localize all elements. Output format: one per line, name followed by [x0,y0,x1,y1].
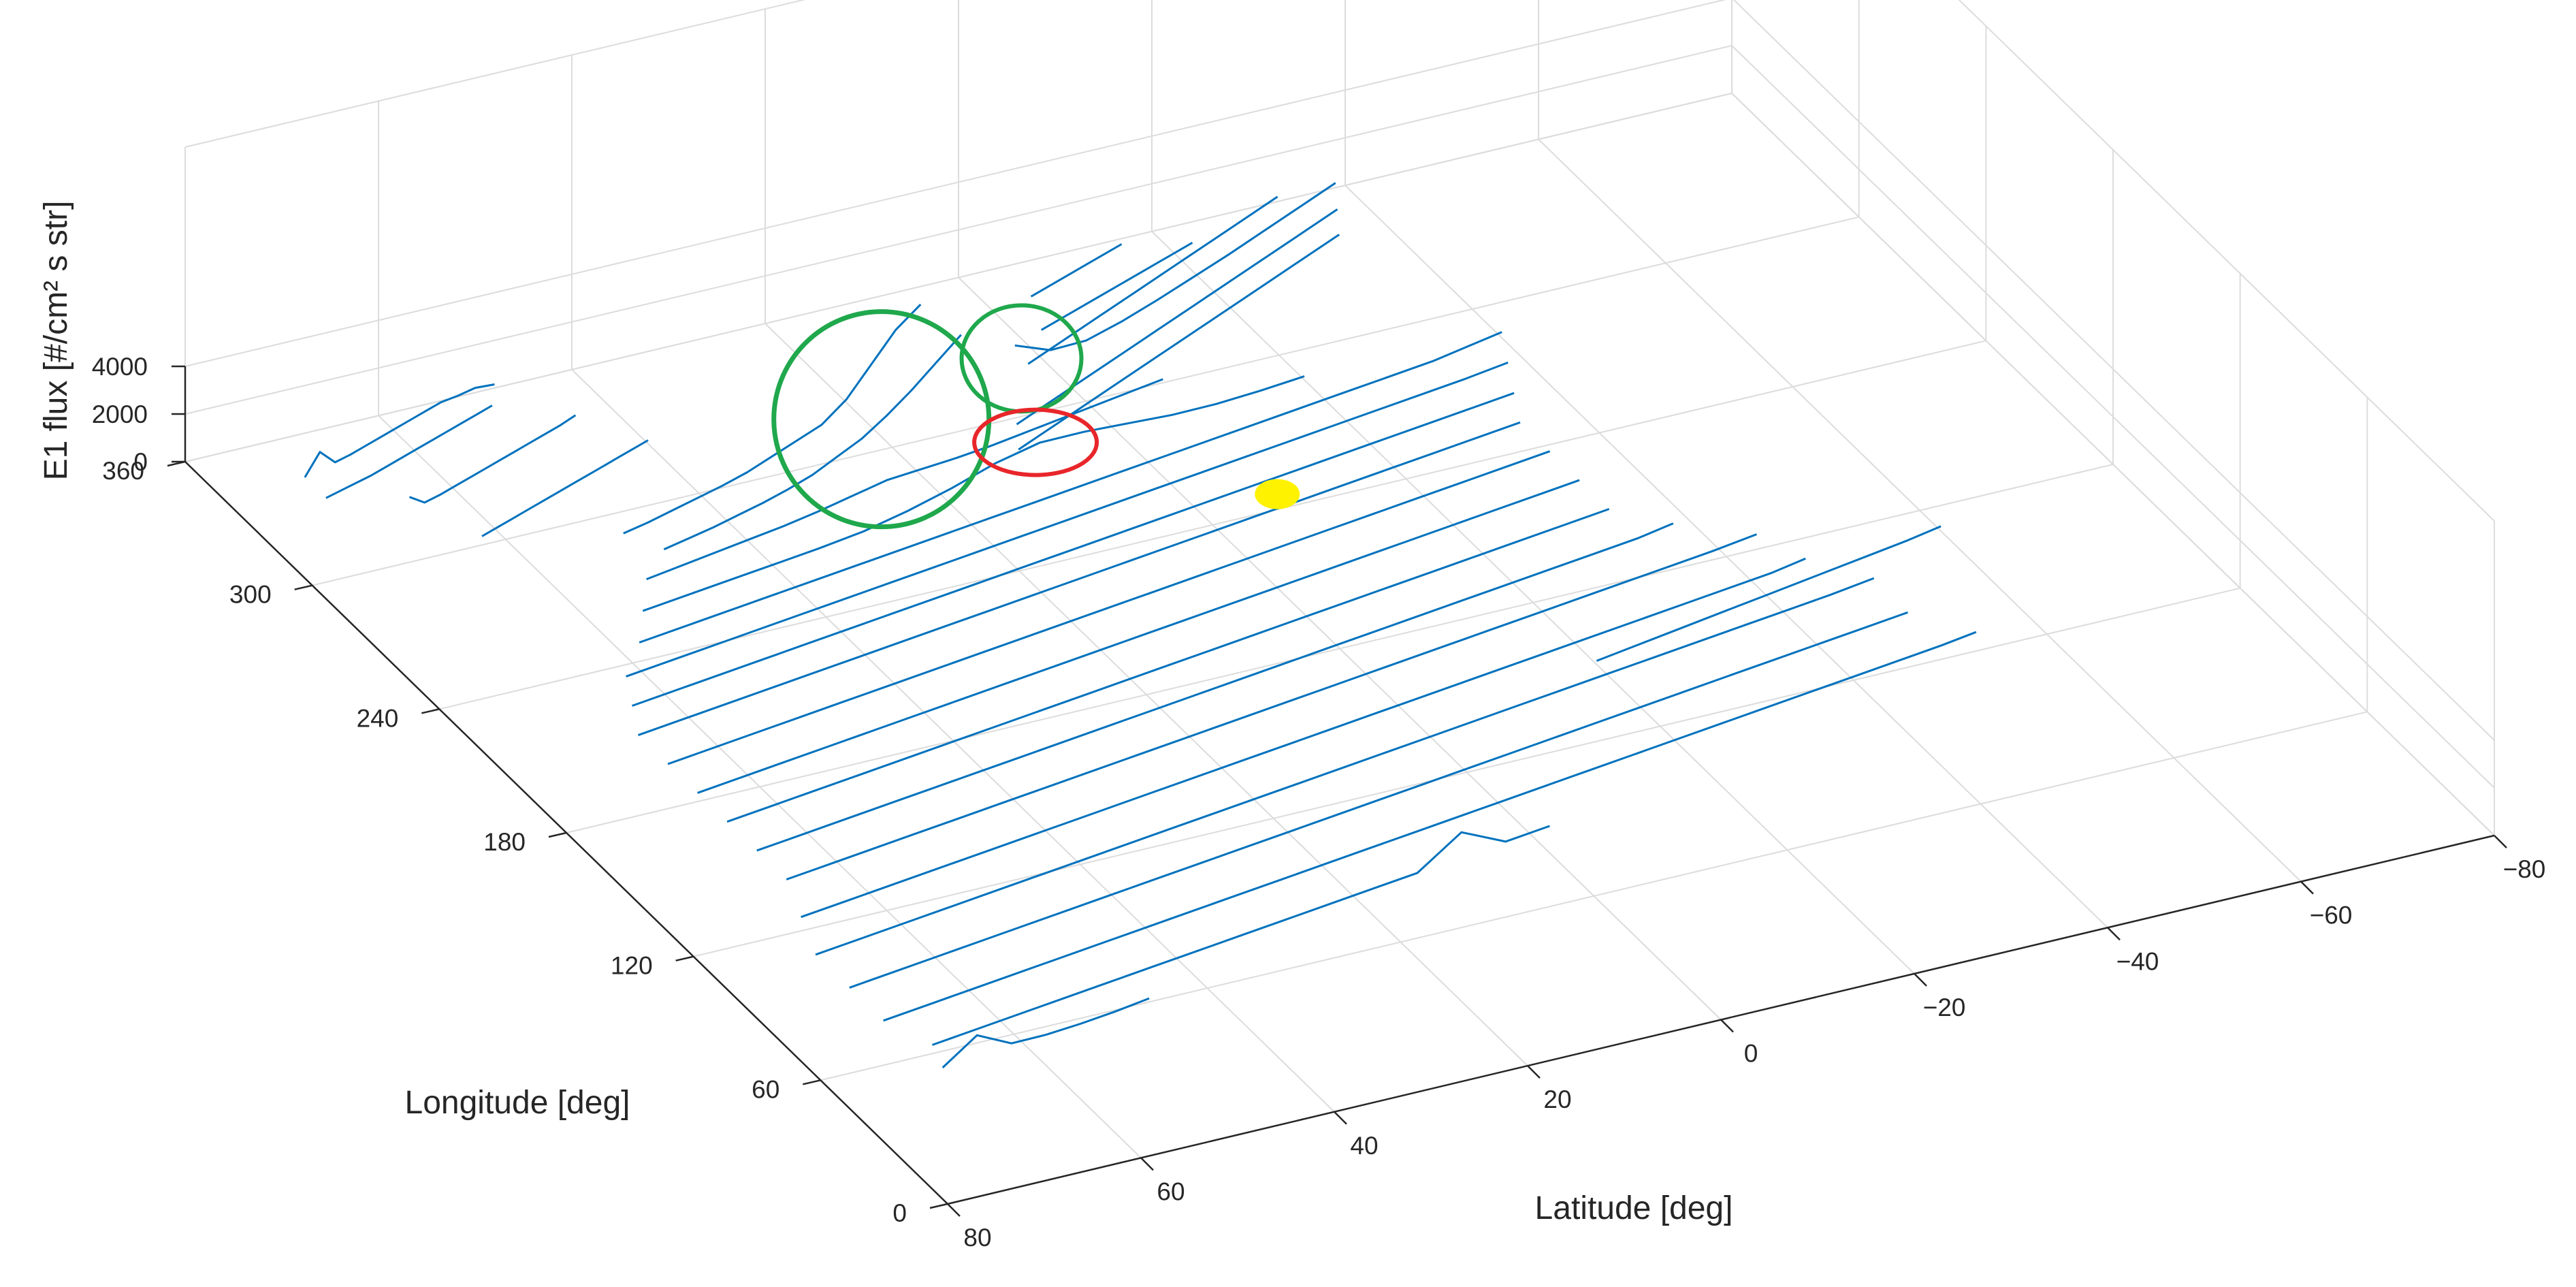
x-tick-mark [1914,972,1927,987]
x-tick-mark [1334,1111,1347,1125]
flux-line-pass-3 [408,414,577,504]
y-tick-mark [421,708,440,714]
floor-grid-line-lon [312,216,1859,586]
flux-line-pass-25 [1018,234,1340,451]
x-tick-label: −60 [2310,902,2353,930]
z-tick-label: 0 [133,448,148,476]
flux-line-pass-30 [1030,243,1123,298]
flux-line-pass-6 [663,334,962,551]
x-axis-label: Latitude [deg] [1535,1190,1733,1226]
flux-line-pass-24 [1596,525,1942,662]
y-axis-label: Longitude [deg] [405,1085,630,1121]
x-tick-label: 80 [963,1224,991,1252]
flux-line-pass-11 [631,392,1515,707]
flux-line-pass-22 [931,825,1550,1046]
flux-line-pass-28 [1027,195,1278,365]
wall-grid-line-z [184,44,2495,789]
annotations [771,303,1300,530]
x-tick-mark [1720,1019,1734,1033]
y-tick-mark [675,955,694,962]
flux-line-pass-8 [642,375,1305,612]
axes-grid [184,0,2495,1205]
flux-line-pass-20 [849,611,1908,989]
highlight-dot [1255,479,1300,509]
wall-grid-line-z [184,92,2495,836]
flux-line-pass-2 [325,404,493,499]
flux-line-pass-18 [801,557,1806,919]
x-tick-mark [2300,880,2314,895]
flux-line-pass-10 [626,361,1509,678]
x-tick-mark [947,1203,961,1217]
y-tick-mark [294,584,312,590]
y-tick-label: 240 [357,704,399,732]
wall-grid-line-z [184,0,2495,522]
y-tick-label: 300 [229,581,272,609]
flux-line-pass-7 [646,378,1163,580]
flux-line-pass-27 [1014,182,1336,351]
floor-grid-line-lon [439,340,1986,710]
flux-line-pass-29 [1040,242,1193,331]
x-tick-label: 0 [1744,1040,1758,1068]
x-tick-label: 60 [1157,1177,1185,1205]
x-tick-mark [1140,1157,1154,1171]
wall-grid-line-z [184,0,2495,741]
x-tick-mark [1527,1065,1541,1079]
floor-grid-line-lon [566,464,2114,833]
flux-line-pass-9 [639,331,1502,644]
x-tick-label: 40 [1350,1132,1378,1160]
flux-line-pass-1 [304,383,495,478]
y-tick-mark [803,1079,821,1085]
x-tick-label: 20 [1543,1085,1571,1113]
y-tick-label: 360 [102,457,144,485]
flux-line-pass-23 [941,997,1150,1068]
y-tick-mark [548,831,567,838]
z-axis-label: E1 flux [#/cm² s str] [38,201,74,481]
x-tick-label: −20 [1923,994,1966,1021]
y-tick-label: 60 [752,1075,779,1103]
flux-line-pass-12 [637,421,1521,737]
y-tick-label: 0 [892,1199,907,1227]
flux-line-pass-16 [756,522,1674,852]
red-highlight-ellipse [972,407,1099,477]
green-highlight-circle [959,303,1084,414]
floor-grid-line-lon [693,587,2240,957]
floor-grid-line-lon [820,711,2368,1081]
x-tick-label: −80 [2503,855,2546,883]
flux-lines [304,182,1977,1068]
axis-ticks: 806040200−20−40−60−800601201802403003600… [92,353,2546,1252]
flux-line-pass-21 [883,631,1977,1022]
z-tick-label: 2000 [92,400,148,428]
x-tick-label: −40 [2116,947,2159,975]
flux-line-pass-5 [623,304,922,535]
x-tick-mark [2107,927,2121,941]
flux-line-pass-4 [481,439,649,537]
y-tick-mark [929,1203,948,1209]
flux-line-pass-13 [667,450,1551,765]
y-tick-label: 180 [483,828,526,856]
flux-line-pass-15 [726,508,1610,823]
flux-line-pass-17 [786,533,1757,880]
flux-line-pass-19 [815,577,1875,956]
x-tick-mark [2494,835,2507,848]
y-tick-label: 120 [611,952,653,980]
z-tick-label: 4000 [92,353,148,381]
flux-line-pass-14 [697,479,1580,794]
